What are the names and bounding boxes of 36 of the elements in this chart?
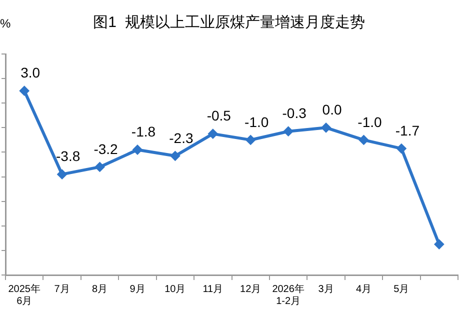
data-label: -0.5 [206,108,232,124]
data-label: -1.0 [244,114,269,130]
data-label: -3.8 [56,148,80,164]
point [246,134,256,145]
x-tick-label: 2025年 6月 [8,282,40,307]
point [19,86,30,96]
x-tick-label: 12月 [240,284,262,295]
x-tick-label: 8月 [92,284,108,295]
point [358,134,369,145]
data-label: -1.7 [395,122,420,138]
data-label: 3.0 [20,64,40,81]
point [283,126,294,136]
data-label: 0.0 [322,102,342,118]
y-axis-title: % [0,16,11,30]
data-label: -1.0 [358,114,382,130]
x-tick-label: 5月 [394,284,410,295]
point [170,150,180,161]
x-tick-label: 3月 [318,284,334,295]
x-tick-label: 4月 [356,284,372,295]
point [321,122,332,133]
point [132,144,142,155]
x-tick-label: 11月 [202,284,224,295]
x-tick-label: 9月 [130,284,146,295]
data-label: -2.3 [169,130,194,146]
chart-title: 图1 规模以上工业原煤产量增速月度走势 [93,14,365,32]
point [94,162,105,172]
data-label: -1.8 [131,124,156,140]
point [396,144,406,154]
data-label: -3.2 [94,140,118,157]
data-label: -0.3 [282,105,307,122]
x-tick-label: 2026年 1-2月 [272,282,304,307]
x-tick-label: 10月 [164,284,186,295]
point [57,169,68,180]
point [208,128,218,139]
point [434,239,444,250]
x-tick-label: 7月 [54,284,70,295]
